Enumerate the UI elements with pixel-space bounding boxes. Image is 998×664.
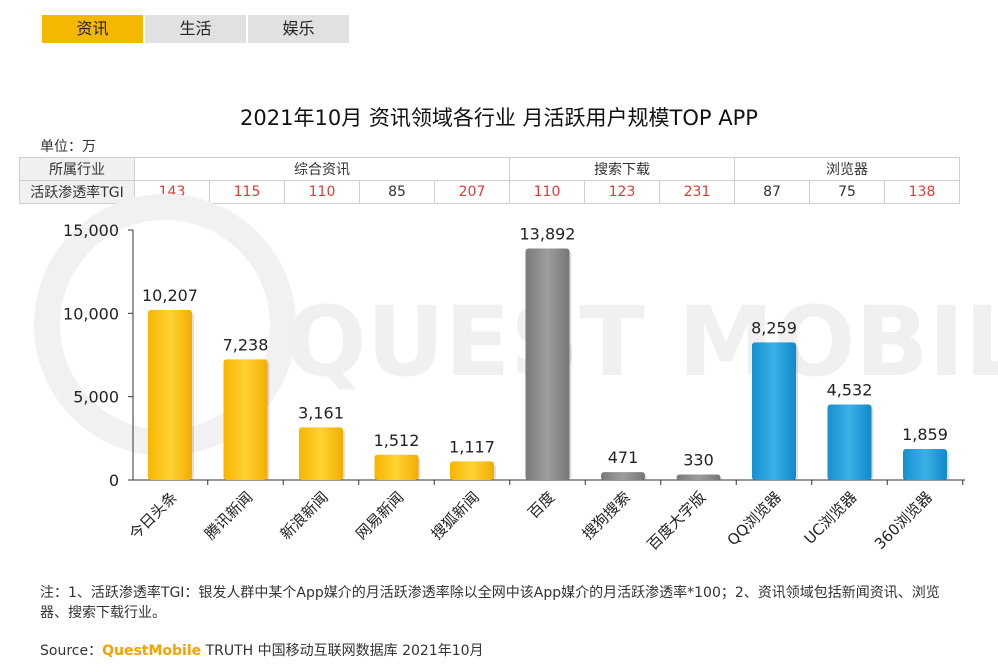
bar bbox=[525, 248, 570, 480]
tab-bar: 资讯 生活 娱乐 bbox=[42, 15, 349, 43]
bar bbox=[148, 309, 192, 480]
data-label: 13,892 bbox=[520, 224, 576, 243]
data-label: 1,512 bbox=[374, 431, 420, 450]
bar bbox=[676, 474, 721, 480]
x-tick-label: 新浪新闻 bbox=[277, 488, 332, 543]
footnote: 注：1、活跃渗透率TGI：银发人群中某个App媒介的月活跃渗透率除以全网中该Ap… bbox=[40, 585, 940, 621]
data-label: 1,859 bbox=[902, 425, 948, 444]
data-label: 7,238 bbox=[223, 335, 269, 354]
data-label: 330 bbox=[683, 451, 714, 470]
industry-tgi-table: 所属行业 综合资讯 搜索下载 浏览器 活跃渗透率TGI 143 115 110 … bbox=[19, 157, 960, 204]
x-tick-label: 百度大字版 bbox=[644, 488, 710, 554]
tgi-cell: 85 bbox=[359, 180, 435, 204]
x-tick-label: UC浏览器 bbox=[801, 488, 861, 548]
chart-title: 2021年10月 资讯领域各行业 月活跃用户规模TOP APP bbox=[240, 106, 758, 130]
bar bbox=[299, 427, 343, 480]
tgi-cell: 115 bbox=[209, 180, 285, 204]
bar bbox=[903, 449, 947, 480]
data-label: 4,532 bbox=[827, 380, 873, 399]
tab-news[interactable]: 资讯 bbox=[42, 15, 143, 43]
tgi-cell: 110 bbox=[509, 180, 585, 204]
bar bbox=[601, 472, 645, 480]
y-tick-label: 0 bbox=[109, 471, 119, 490]
source-prefix: Source： bbox=[40, 643, 103, 659]
tgi-cell: 110 bbox=[284, 180, 360, 204]
source-line: Source：QuestMobile TRUTH 中国移动互联网数据库 2021… bbox=[40, 640, 484, 660]
tgi-cell: 207 bbox=[434, 180, 510, 204]
x-tick-label: 腾讯新闻 bbox=[201, 488, 256, 543]
x-tick-label: 今日头条 bbox=[126, 488, 181, 543]
y-tick-label: 5,000 bbox=[73, 388, 119, 407]
source-brand: QuestMobile bbox=[102, 643, 202, 659]
tab-entertainment[interactable]: 娱乐 bbox=[248, 15, 349, 43]
data-label: 471 bbox=[608, 448, 639, 467]
unit-label: 单位：万 bbox=[40, 139, 96, 155]
source-rest: TRUTH 中国移动互联网数据库 2021年10月 bbox=[201, 643, 484, 659]
tgi-cell: 123 bbox=[584, 180, 660, 204]
x-tick-label: 搜狗搜索 bbox=[579, 488, 634, 543]
tab-life[interactable]: 生活 bbox=[145, 15, 246, 43]
watermark-text: QUEST MOBILE bbox=[285, 286, 998, 398]
industry-header: 所属行业 bbox=[19, 157, 135, 181]
group-cell: 搜索下载 bbox=[509, 157, 735, 181]
tgi-cell: 75 bbox=[809, 180, 885, 204]
bar bbox=[752, 342, 796, 480]
x-tick-label: 360浏览器 bbox=[871, 488, 936, 553]
bar bbox=[450, 461, 494, 480]
bar bbox=[827, 404, 872, 480]
group-cell: 综合资讯 bbox=[134, 157, 510, 181]
data-label: 1,117 bbox=[449, 437, 495, 456]
tgi-header: 活跃渗透率TGI bbox=[19, 180, 135, 204]
y-tick-label: 10,000 bbox=[63, 304, 119, 323]
y-tick-label: 15,000 bbox=[63, 221, 119, 240]
bar bbox=[374, 454, 419, 480]
industry-row: 所属行业 综合资讯 搜索下载 浏览器 bbox=[19, 157, 960, 181]
tgi-row: 活跃渗透率TGI 143 115 110 85 207 110 123 231 … bbox=[19, 180, 960, 204]
x-tick-label: 百度 bbox=[524, 488, 558, 522]
tgi-cell: 87 bbox=[734, 180, 810, 204]
tgi-cell: 231 bbox=[659, 180, 735, 204]
data-label: 3,161 bbox=[298, 403, 344, 422]
tgi-cell: 138 bbox=[884, 180, 960, 204]
x-tick-label: 网易新闻 bbox=[352, 488, 407, 543]
data-label: 10,207 bbox=[142, 286, 198, 305]
bar bbox=[223, 359, 268, 480]
data-label: 8,259 bbox=[751, 318, 797, 337]
x-tick-label: 搜狐新闻 bbox=[428, 488, 483, 543]
x-tick-label: QQ浏览器 bbox=[724, 488, 785, 549]
